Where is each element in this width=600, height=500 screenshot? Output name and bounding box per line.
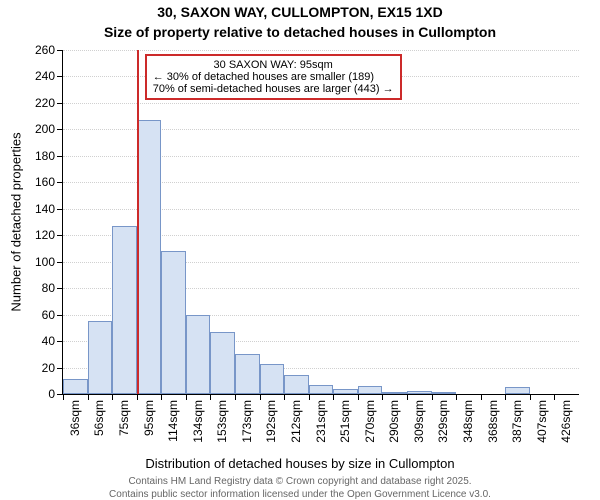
x-tick-label: 426sqm — [559, 400, 573, 443]
y-tick-label: 140 — [35, 202, 63, 216]
y-tick-label: 120 — [35, 228, 63, 242]
x-tick — [63, 394, 64, 400]
annotation-line3: 70% of semi-detached houses are larger (… — [153, 83, 394, 95]
x-tick-label: 212sqm — [289, 400, 303, 443]
histogram-bar — [284, 375, 309, 394]
x-tick — [333, 394, 334, 400]
x-tick — [358, 394, 359, 400]
x-tick — [210, 394, 211, 400]
x-tick-label: 231sqm — [314, 400, 328, 443]
x-tick — [432, 394, 433, 400]
histogram-bar — [112, 226, 137, 394]
histogram-bar — [407, 391, 432, 394]
x-tick-label: 251sqm — [338, 400, 352, 443]
x-tick — [260, 394, 261, 400]
x-tick — [456, 394, 457, 400]
y-tick-label: 20 — [42, 361, 63, 375]
x-tick-label: 153sqm — [215, 400, 229, 443]
histogram-bar — [505, 387, 530, 394]
histogram-bar — [63, 379, 88, 394]
x-tick-label: 56sqm — [92, 400, 106, 436]
x-tick-label: 309sqm — [412, 400, 426, 443]
y-tick-label: 180 — [35, 149, 63, 163]
gridline — [63, 50, 579, 51]
y-tick-label: 0 — [48, 387, 63, 401]
x-tick — [505, 394, 506, 400]
y-tick-label: 60 — [42, 308, 63, 322]
y-tick-label: 40 — [42, 334, 63, 348]
histogram-bar — [137, 120, 162, 394]
y-tick-label: 220 — [35, 96, 63, 110]
x-tick-label: 387sqm — [510, 400, 524, 443]
x-tick — [382, 394, 383, 400]
histogram-bar — [358, 386, 383, 394]
x-tick — [88, 394, 89, 400]
x-tick — [530, 394, 531, 400]
x-tick-label: 95sqm — [142, 400, 156, 436]
x-tick — [481, 394, 482, 400]
annotation-line1: 30 SAXON WAY: 95sqm — [153, 59, 394, 71]
chart-title-line1: 30, SAXON WAY, CULLOMPTON, EX15 1XD — [0, 4, 600, 20]
histogram-bar — [186, 315, 211, 394]
x-tick-label: 368sqm — [486, 400, 500, 443]
histogram-bar — [309, 385, 334, 394]
attribution-line2: Contains public sector information licen… — [0, 489, 600, 500]
annotation-line2: ← 30% of detached houses are smaller (18… — [153, 71, 394, 83]
x-tick-label: 192sqm — [264, 400, 278, 443]
x-tick-label: 407sqm — [535, 400, 549, 443]
y-tick-label: 240 — [35, 69, 63, 83]
x-tick — [235, 394, 236, 400]
x-tick — [161, 394, 162, 400]
x-tick — [112, 394, 113, 400]
x-tick-label: 290sqm — [387, 400, 401, 443]
x-tick — [309, 394, 310, 400]
y-tick-label: 200 — [35, 122, 63, 136]
x-tick-label: 134sqm — [191, 400, 205, 443]
x-tick-label: 36sqm — [68, 400, 82, 436]
x-tick — [137, 394, 138, 400]
y-tick-label: 100 — [35, 255, 63, 269]
y-tick-label: 260 — [35, 43, 63, 57]
plot-area: 02040608010012014016018020022024026036sq… — [62, 50, 579, 395]
y-axis-title: Number of detached properties — [9, 132, 24, 311]
y-tick-label: 80 — [42, 281, 63, 295]
x-tick-label: 329sqm — [436, 400, 450, 443]
marker-line — [137, 50, 139, 394]
x-tick-label: 348sqm — [461, 400, 475, 443]
chart-container: { "chart": { "type": "histogram", "title… — [0, 0, 600, 500]
histogram-bar — [88, 321, 113, 394]
x-tick-label: 270sqm — [363, 400, 377, 443]
x-tick-label: 75sqm — [117, 400, 131, 436]
histogram-bar — [235, 354, 260, 394]
x-tick-label: 173sqm — [240, 400, 254, 443]
histogram-bar — [161, 251, 186, 394]
x-tick — [554, 394, 555, 400]
histogram-bar — [382, 392, 407, 394]
annotation-box: 30 SAXON WAY: 95sqm← 30% of detached hou… — [145, 54, 402, 100]
gridline — [63, 103, 579, 104]
chart-title-line2: Size of property relative to detached ho… — [0, 24, 600, 40]
x-tick — [186, 394, 187, 400]
y-tick-label: 160 — [35, 175, 63, 189]
attribution: Contains HM Land Registry data © Crown c… — [0, 476, 600, 500]
x-tick-label: 114sqm — [166, 400, 180, 442]
histogram-bar — [432, 392, 457, 394]
x-tick — [407, 394, 408, 400]
histogram-bar — [260, 364, 285, 394]
histogram-bar — [333, 389, 358, 394]
histogram-bar — [210, 332, 235, 394]
x-tick — [284, 394, 285, 400]
x-axis-title: Distribution of detached houses by size … — [0, 456, 600, 471]
attribution-line1: Contains HM Land Registry data © Crown c… — [0, 476, 600, 489]
